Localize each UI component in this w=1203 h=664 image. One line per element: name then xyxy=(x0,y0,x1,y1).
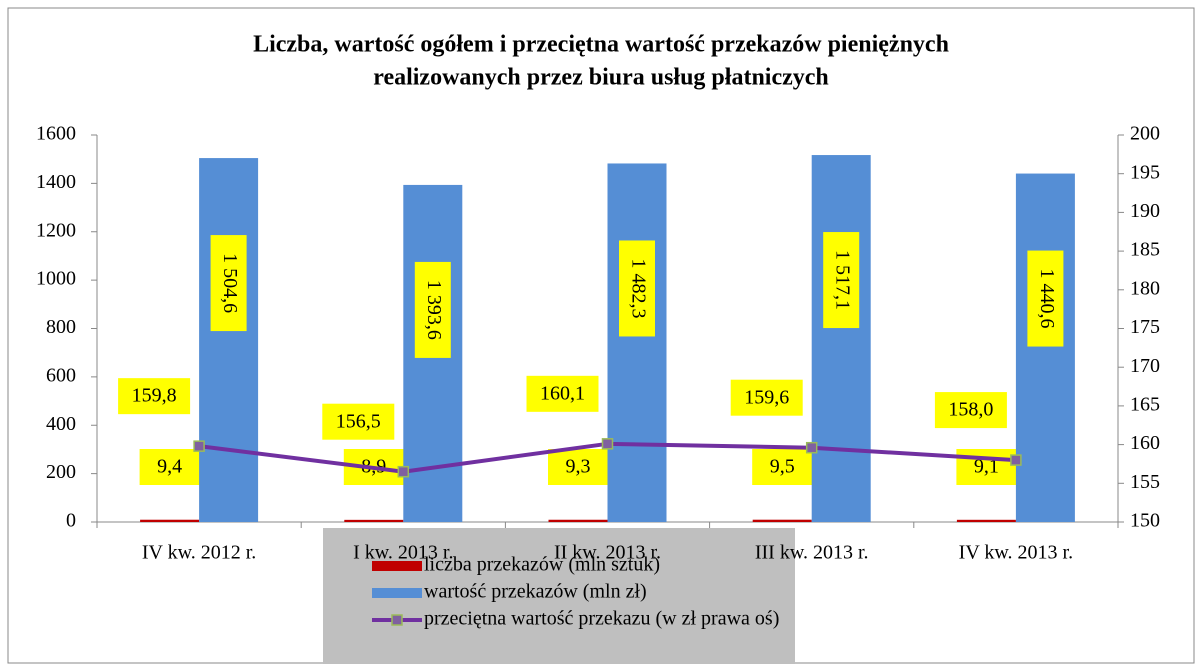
y-tick-label: 1200 xyxy=(36,219,76,241)
data-label: 159,8 xyxy=(132,385,177,407)
x-tick-label: III kw. 2013 r. xyxy=(755,542,869,564)
legend-swatch xyxy=(372,588,422,598)
bar xyxy=(344,519,404,522)
line-marker xyxy=(397,465,410,478)
label-background xyxy=(322,403,395,440)
label-background xyxy=(548,449,608,485)
label-background xyxy=(210,235,247,332)
label-background xyxy=(619,240,655,337)
data-label: 9,1 xyxy=(974,456,999,478)
y2-tick-label: 165 xyxy=(1130,393,1160,415)
y2-tick-label: 175 xyxy=(1130,316,1160,338)
legend-swatch xyxy=(372,561,422,571)
y2-tick-label: 170 xyxy=(1130,355,1160,377)
bar xyxy=(199,158,259,522)
y-tick-label: 1400 xyxy=(36,171,76,193)
y2-tick-label: 160 xyxy=(1130,432,1160,454)
data-label: 9,5 xyxy=(770,456,795,478)
data-label: 159,6 xyxy=(744,386,789,408)
label-background xyxy=(934,392,1007,429)
y-tick-label: 200 xyxy=(46,461,76,483)
bar xyxy=(140,519,200,522)
bar xyxy=(956,519,1016,522)
data-label: 9,4 xyxy=(157,456,182,478)
line-marker xyxy=(193,440,205,452)
label-background xyxy=(414,261,451,358)
data-label: 1 517,1 xyxy=(832,250,854,310)
label-background xyxy=(118,378,191,415)
label-background xyxy=(823,232,860,329)
y-tick-label: 1600 xyxy=(36,123,76,145)
x-tick-label: IV kw. 2013 r. xyxy=(959,542,1073,564)
y-tick-label: 400 xyxy=(46,413,76,435)
data-label: 156,5 xyxy=(336,410,381,432)
legend-label: przeciętna wartość przekazu (w zł prawa … xyxy=(424,608,779,630)
label-background xyxy=(956,449,1017,485)
legend-marker xyxy=(391,614,403,626)
label-background xyxy=(752,449,813,485)
bar xyxy=(811,155,871,522)
label-background xyxy=(730,379,803,416)
data-label: 160,1 xyxy=(540,382,585,404)
label-background xyxy=(526,375,599,412)
bar xyxy=(607,163,667,522)
label-background xyxy=(139,449,200,485)
bar xyxy=(548,519,608,522)
y-tick-label: 0 xyxy=(66,510,76,532)
legend-label: liczba przekazów (mln sztuk) xyxy=(424,554,660,576)
y2-tick-label: 190 xyxy=(1130,200,1160,222)
y-tick-label: 1000 xyxy=(36,268,76,290)
chart-title: Liczba, wartość ogółem i przeciętna wart… xyxy=(253,32,949,58)
x-tick-label: IV kw. 2012 r. xyxy=(142,542,256,564)
y2-tick-label: 200 xyxy=(1130,123,1160,145)
y2-tick-label: 195 xyxy=(1130,161,1160,183)
y2-tick-label: 155 xyxy=(1130,471,1160,493)
legend-label: wartość przekazów (mln zł) xyxy=(424,581,647,603)
x-tick-label: II kw. 2013 r. xyxy=(554,542,661,564)
data-label: 158,0 xyxy=(948,399,993,421)
y2-tick-label: 185 xyxy=(1130,239,1160,261)
data-label: 1 440,6 xyxy=(1036,269,1058,329)
x-tick-label: I kw. 2013 r. xyxy=(353,542,453,564)
data-label: 1 393,6 xyxy=(423,280,445,340)
data-label: 1 504,6 xyxy=(219,253,241,313)
data-label: 1 482,3 xyxy=(627,258,649,318)
bar xyxy=(752,519,812,522)
data-label: 9,3 xyxy=(566,456,591,478)
label-background xyxy=(1027,250,1064,347)
bar xyxy=(1015,173,1075,522)
y-tick-label: 800 xyxy=(46,316,76,338)
y-tick-label: 600 xyxy=(46,364,76,386)
line-marker xyxy=(601,438,614,450)
y2-tick-label: 180 xyxy=(1130,277,1160,299)
line-marker xyxy=(805,441,818,454)
y2-tick-label: 150 xyxy=(1130,510,1160,532)
chart-title: realizowanych przez biura usług płatnicz… xyxy=(373,65,829,91)
line-marker xyxy=(1010,454,1022,466)
